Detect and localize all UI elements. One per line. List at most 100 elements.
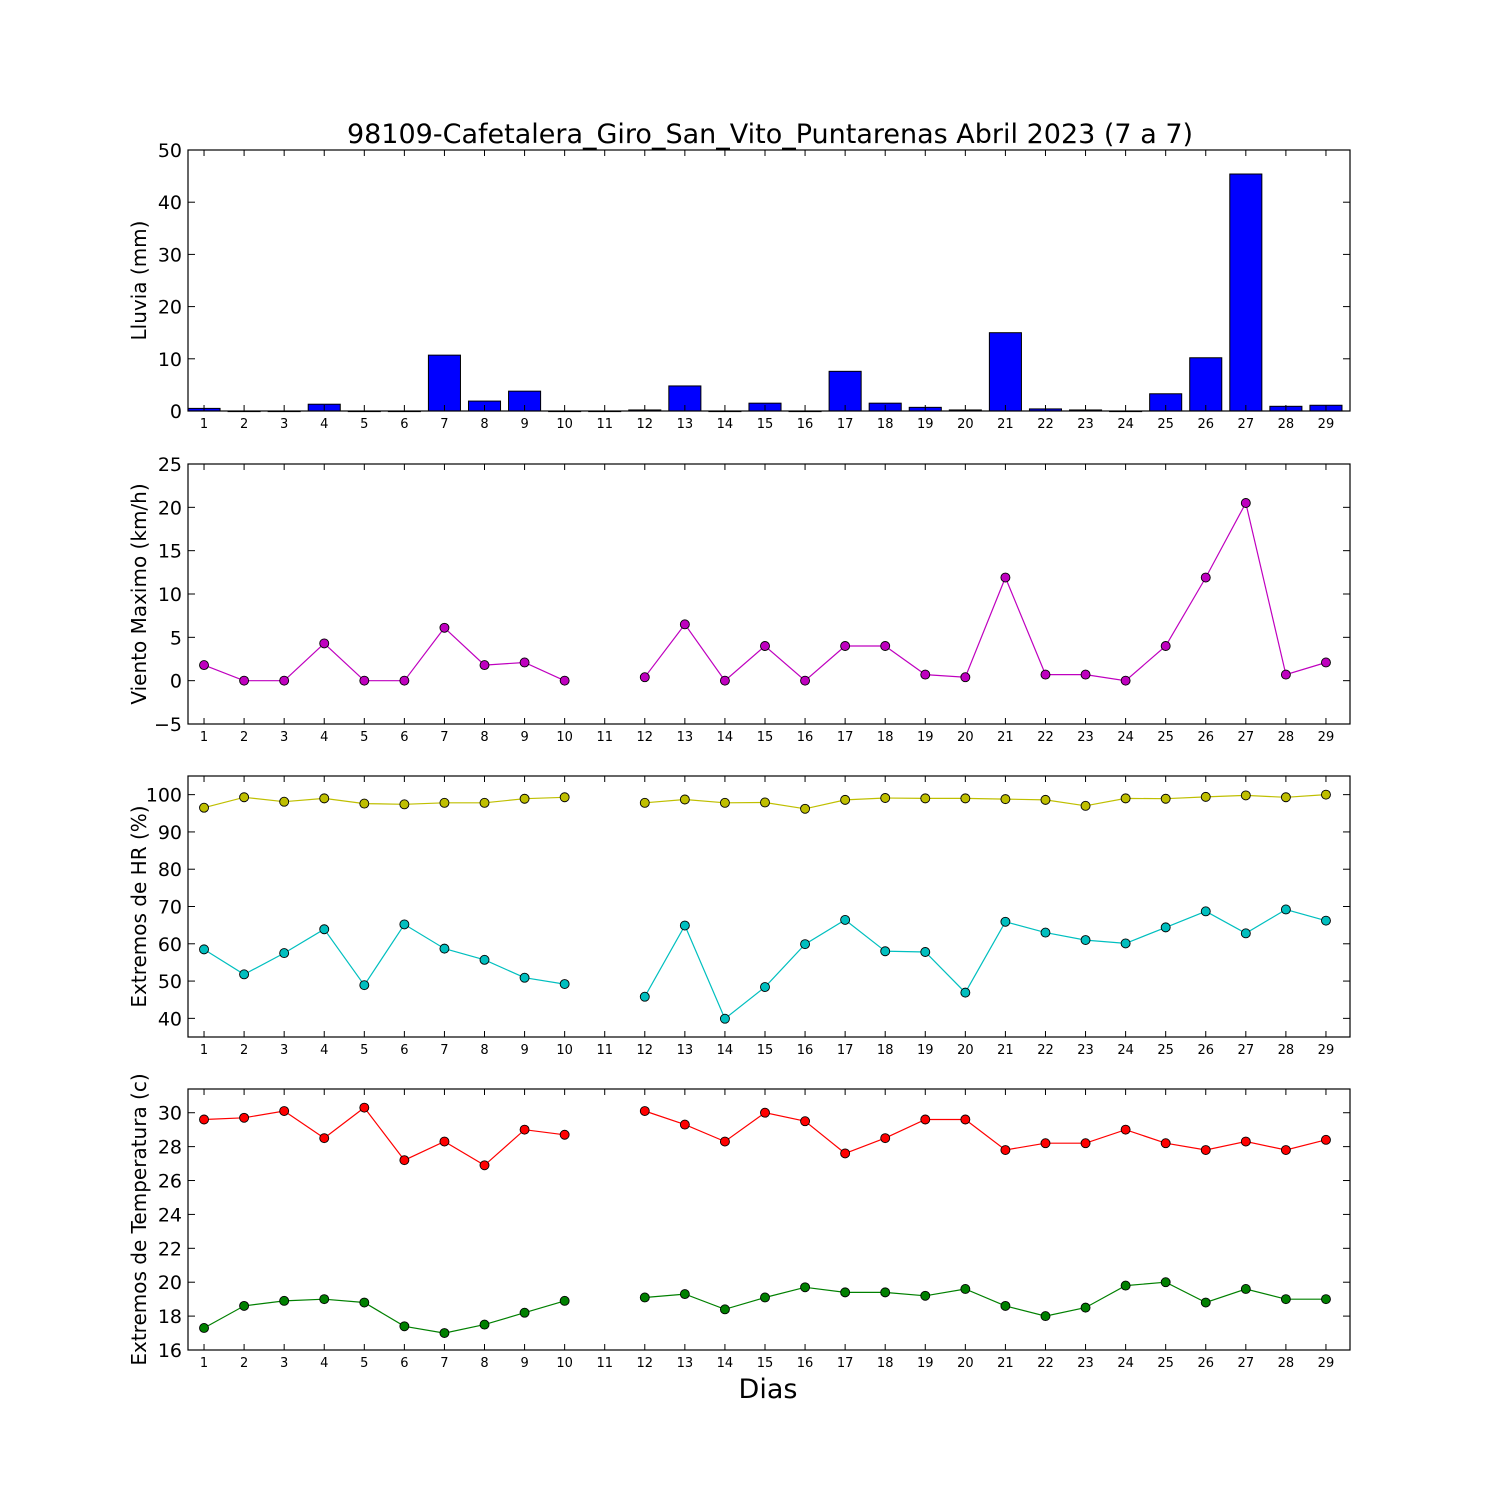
x-tick-label: 16 — [797, 730, 814, 745]
series-1-point-day-16 — [800, 803, 811, 814]
x-tick-label: 10 — [556, 1356, 573, 1371]
y-tick-label: 5 — [170, 627, 182, 649]
panel-3: 1 2 3 4 5 6 7 8 9 10 11 12 13 14 15 16 17 18 19 20 21 22 23 24 2… — [127, 775, 1351, 1058]
x-tick-label: 24 — [1117, 1356, 1134, 1371]
series-2-point-day-1 — [199, 944, 209, 955]
x-tick-label: 13 — [677, 1043, 694, 1058]
series-1-point-day-22 — [1040, 794, 1051, 805]
y-tick-label: 70 — [158, 897, 182, 919]
series-1-line-segment-2 — [644, 794, 1327, 810]
series-2-point-day-6 — [399, 919, 410, 930]
x-tick-label: 3 — [280, 1356, 288, 1371]
series-1-point-day-27 — [1240, 790, 1251, 801]
panel-2: 1 2 3 4 5 6 7 8 9 10 11 12 13 14 15 16 17 18 19 20 21 22 23 24 2… — [127, 454, 1351, 745]
series-2-point-day-29 — [1321, 915, 1331, 926]
x-tick-label: 2 — [240, 1356, 248, 1371]
x-tick-label: 10 — [556, 1043, 573, 1058]
series-2-point-day-26 — [1200, 906, 1211, 917]
x-tick-label: 27 — [1238, 417, 1255, 432]
series-2-line-segment-2 — [644, 908, 1327, 1020]
series-2-point-day-23 — [1080, 1302, 1091, 1313]
y-tick-label: 40 — [158, 1008, 182, 1030]
series-2-point-day-13 — [679, 1289, 690, 1300]
series-1-point-day-22 — [1040, 1138, 1051, 1149]
x-tick-label: 18 — [877, 417, 894, 432]
series-1-point-day-12 — [639, 797, 650, 808]
x-tick-label: 4 — [320, 1043, 328, 1058]
x-tick-label: 5 — [360, 730, 368, 745]
x-tick-label: 3 — [280, 417, 288, 432]
x-tick-label: 7 — [440, 417, 448, 432]
x-tick-label: 19 — [917, 1043, 934, 1058]
x-tick-label: 22 — [1037, 1356, 1054, 1371]
series-2-point-day-2 — [239, 969, 250, 980]
x-tick-label: 28 — [1278, 730, 1295, 745]
x-tick-label: 27 — [1238, 1356, 1255, 1371]
series-2-point-day-16 — [800, 1282, 811, 1293]
x-axis-label: Dias — [739, 1374, 798, 1405]
series-2-point-day-26 — [1200, 1297, 1211, 1308]
series-1-point-day-20 — [960, 793, 971, 804]
x-tick-label: 25 — [1157, 730, 1174, 745]
series-1-point-day-25 — [1160, 793, 1171, 804]
series-2-point-day-24 — [1120, 938, 1131, 949]
series-1-point-day-25 — [1160, 641, 1171, 651]
x-tick-label: 24 — [1117, 417, 1134, 432]
series-1-point-day-13 — [679, 794, 690, 805]
series-1-point-day-16 — [800, 675, 811, 686]
y-tick-label: 28 — [158, 1137, 182, 1159]
x-tick-label: 6 — [400, 417, 408, 432]
x-tick-label: 23 — [1077, 730, 1094, 745]
series-1-point-day-13 — [679, 619, 690, 630]
series-1-line-segment-1 — [203, 626, 565, 682]
y-tick-label: 0 — [170, 401, 182, 423]
series-2-point-day-28 — [1280, 1294, 1291, 1305]
series-1-point-day-29 — [1321, 789, 1331, 800]
series-1-point-day-21 — [1000, 1145, 1011, 1155]
y-tick-label: 20 — [158, 497, 182, 519]
bar-day-7 — [427, 354, 461, 412]
x-tick-label: 11 — [596, 1356, 613, 1371]
x-tick-label: 10 — [556, 417, 573, 432]
series-1-point-day-23 — [1080, 669, 1091, 680]
series-1-point-day-7 — [439, 1136, 450, 1147]
series-1-point-day-20 — [960, 672, 971, 683]
series-1-point-day-23 — [1080, 1138, 1091, 1149]
x-tick-label: 13 — [677, 730, 694, 745]
y-tick-label: 10 — [158, 584, 182, 606]
series-1-point-day-4 — [319, 793, 330, 804]
series-2-point-day-12 — [639, 991, 650, 1002]
series-1-point-day-10 — [559, 675, 570, 686]
x-tick-label: 18 — [877, 1356, 894, 1371]
panel-frame — [187, 1088, 1351, 1351]
series-1-point-day-18 — [880, 641, 891, 651]
series-2-point-day-5 — [359, 1297, 370, 1308]
x-tick-label: 29 — [1318, 417, 1335, 432]
x-tick-label: 21 — [997, 1356, 1014, 1371]
series-2-point-day-22 — [1040, 1311, 1051, 1322]
x-tick-label: 8 — [480, 417, 488, 432]
x-tick-label: 20 — [957, 417, 974, 432]
x-tick-label: 24 — [1117, 730, 1134, 745]
x-tick-label: 7 — [440, 730, 448, 745]
y-tick-label: 20 — [158, 1272, 182, 1294]
y-tick-label: 100 — [146, 785, 182, 807]
x-tick-label: 4 — [320, 417, 328, 432]
y-tick-label: 50 — [158, 140, 182, 162]
x-tick-label: 7 — [440, 1043, 448, 1058]
x-tick-label: 18 — [877, 730, 894, 745]
panel-4: 1 2 3 4 5 6 7 8 9 10 11 12 13 14 15 16 17 18 19 20 21 22 23 24 2… — [127, 1073, 1351, 1371]
series-2-point-day-20 — [960, 987, 971, 998]
x-tick-label: 16 — [797, 1356, 814, 1371]
x-tick-label: 28 — [1278, 1043, 1295, 1058]
y-axis-label: Viento Maximo (km/h) — [127, 483, 151, 704]
x-tick-label: 13 — [677, 417, 694, 432]
x-tick-label: 11 — [596, 730, 613, 745]
y-tick-label: 15 — [158, 541, 182, 563]
series-1-point-day-13 — [679, 1119, 690, 1130]
series-2-point-day-13 — [679, 920, 690, 931]
series-1-point-day-28 — [1280, 792, 1291, 803]
series-2-line-segment-2 — [644, 1281, 1326, 1317]
series-1-point-day-28 — [1280, 669, 1291, 680]
